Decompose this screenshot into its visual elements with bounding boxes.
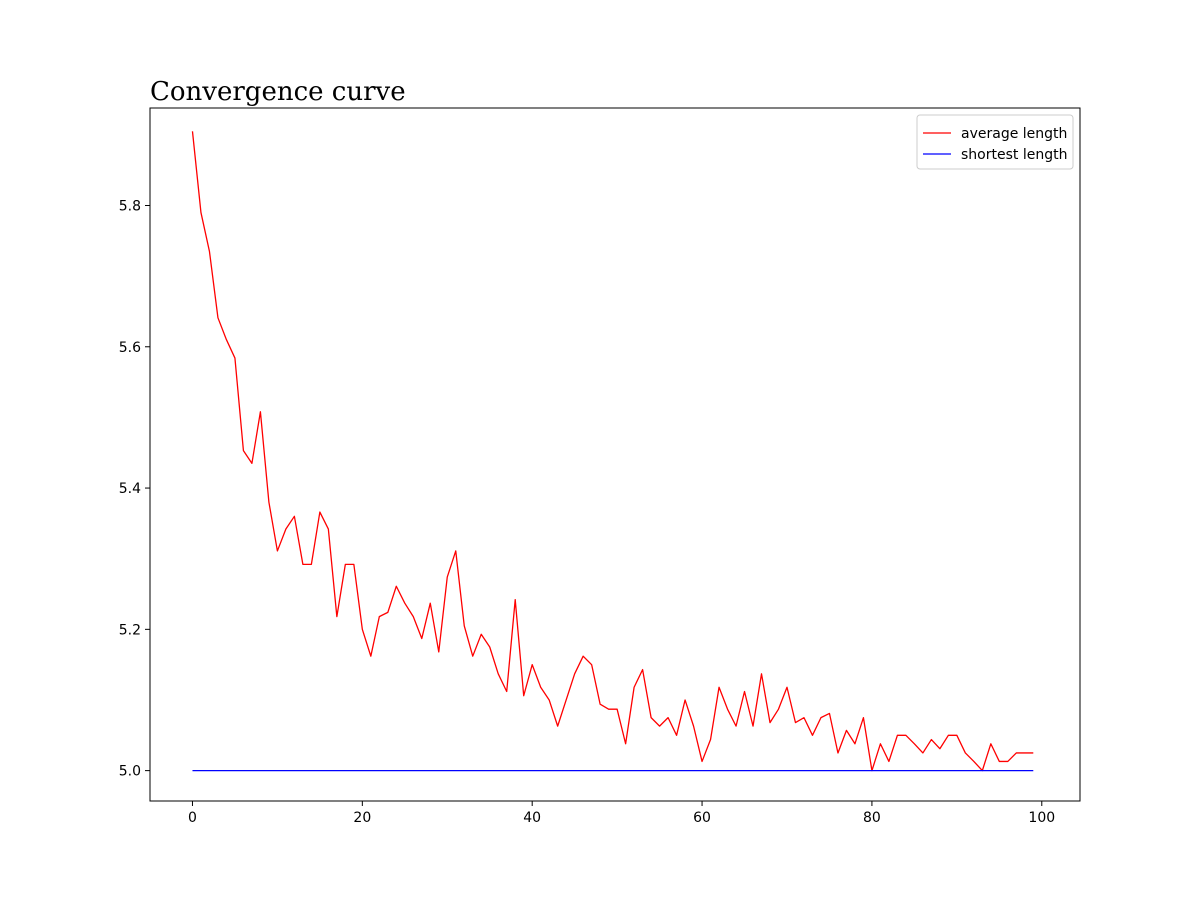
x-tick-label: 0 (188, 810, 197, 826)
legend-label: average length (961, 126, 1067, 142)
x-axis: 0 20 40 60 80 100 (188, 801, 1055, 826)
legend: average length shortest length (916, 114, 1074, 170)
y-tick-label: 5.2 (119, 622, 141, 638)
series-layer (191, 131, 1034, 772)
legend-box (916, 114, 1074, 170)
x-tick-label: 60 (693, 810, 711, 826)
x-tick-label: 100 (1028, 810, 1055, 826)
chart-title: Convergence curve (150, 77, 406, 107)
y-tick-label: 5.6 (119, 340, 141, 356)
x-tick-label: 20 (353, 810, 371, 826)
y-tick-label: 5.0 (119, 764, 141, 780)
x-tick-label: 40 (523, 810, 541, 826)
y-tick-label: 5.4 (119, 481, 141, 497)
series-line-average-length (191, 131, 1034, 772)
axes-frame (149, 107, 1081, 802)
y-axis: 5.0 5.2 5.4 5.6 5.8 (119, 198, 150, 780)
x-tick-label: 80 (863, 810, 881, 826)
legend-label: shortest length (961, 147, 1067, 163)
y-tick-label: 5.8 (119, 198, 141, 214)
